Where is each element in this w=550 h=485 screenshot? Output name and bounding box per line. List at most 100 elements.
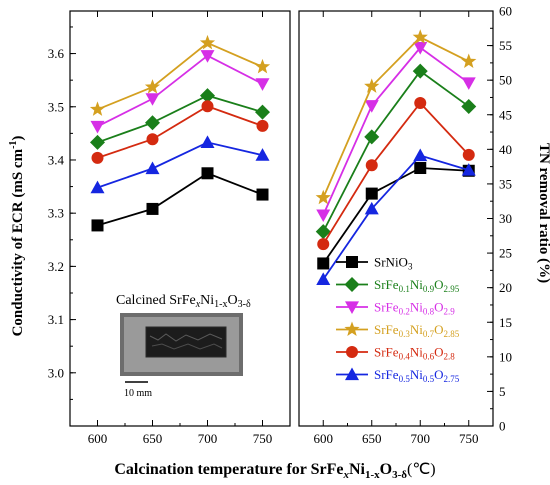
xlabel-sub: 1-x: [365, 469, 380, 481]
panel-1-series-4-point: [317, 238, 330, 251]
legend-label-5-a: SrFe: [374, 367, 399, 382]
xlabel-x: x: [343, 469, 350, 481]
legend-label-4-e: O: [434, 345, 443, 360]
left-ylabel-sup: -1: [8, 141, 19, 149]
panel-0-series-1-point: [145, 115, 160, 131]
panel-0-series-4-point: [256, 119, 269, 132]
panel-1-ytick-label: 60: [499, 4, 512, 19]
panel-0-ytick-label: 3.3: [48, 206, 64, 221]
panel-1-series-3-line: [322, 36, 470, 199]
panel-1-ytick-label: 15: [499, 315, 512, 330]
panel-1-series-0-point: [414, 162, 427, 175]
panel-0-series-5-point: [255, 148, 270, 161]
legend-marker-3: [344, 321, 360, 336]
panel-0-series-2-line: [97, 54, 263, 128]
panel-1-series-3-point: [315, 189, 331, 205]
left-ylabel: Conductivity of ECR (mS cm-1): [8, 136, 26, 337]
panel-0-series-5-line: [97, 141, 263, 189]
right-ylabel: TN removal ratio (%): [536, 143, 550, 283]
legend-label-3-a: SrFe: [374, 322, 399, 337]
panel-0-series-0-line: [97, 172, 263, 227]
panel-1-series-5-line: [322, 154, 470, 280]
legend-label-1-b: 0.1: [399, 284, 410, 294]
legend-label-2-e: O: [434, 300, 443, 315]
panel-0-series-2-point: [90, 120, 105, 134]
panel-1-xtick-label: 750: [459, 431, 479, 446]
panel-0-ytick-label: 3.4: [48, 152, 65, 167]
legend-label-2-b: 0.2: [399, 307, 410, 317]
panel-0-series-3-point: [144, 79, 161, 94]
panel-0-series-3-point: [89, 101, 106, 116]
calcined-annotation: Calcined SrFexNi1-xO3-δ: [116, 293, 251, 310]
panel-0-series-5-point: [90, 180, 105, 194]
panel-0-series-4-point: [146, 133, 159, 146]
panel-1-series-0-point: [317, 257, 330, 270]
panel-1-series-5-point: [364, 201, 379, 215]
sample-photo: [120, 313, 243, 376]
panel-1-series-4-point: [414, 96, 427, 109]
panel-0-series-5-point: [200, 135, 215, 149]
panel-0-series-4-line: [97, 105, 263, 159]
panel-1-frame: [298, 10, 494, 427]
right-panel: 600 650 700 750 0 5 10 15 20 25 30 35 40 45 50 55 60: [298, 4, 512, 446]
panel-1-series-0-line: [322, 167, 469, 264]
panel-0-xtick-label: 600: [88, 431, 108, 446]
panel-1-xtick-label: 700: [411, 431, 431, 446]
legend-label-1-c: Ni: [410, 277, 423, 292]
panel-0-xtick-label: 650: [143, 431, 163, 446]
legend-label-5: SrFe0.5Ni0.5O2.75: [374, 367, 460, 384]
left-ylabel-main: Conductivity of ECR (mS cm: [10, 148, 26, 336]
panel-0-series-1-line: [97, 94, 263, 144]
xlabel-o: O: [380, 461, 392, 478]
panel-1-ytick-label: 55: [499, 38, 512, 53]
annotation-prefix: Calcined SrFe: [116, 293, 196, 308]
panel-1-ytick-label: 35: [499, 176, 512, 191]
legend-label-2: SrFe0.2Ni0.8O2.9: [374, 300, 455, 317]
legend-label-4-a: SrFe: [374, 345, 399, 360]
legend-marker-4: [346, 346, 358, 358]
panel-1-xtick-label: 650: [362, 431, 382, 446]
panel-1-ytick-label: 50: [499, 73, 512, 88]
left-panel: 600 650 700 750 3.0 3.1 3.2 3.3 3.4 3.5 3.6: [48, 10, 291, 446]
legend-label-5-e: O: [434, 367, 443, 382]
panel-1-series-4-point: [365, 159, 378, 172]
legend-label-2-a: SrFe: [374, 300, 399, 315]
scale-bar-label: 10 mm: [124, 388, 152, 399]
xlabel-suffix: (℃): [407, 461, 436, 478]
panel-0-ytick-label: 3.5: [48, 99, 64, 114]
legend-marker-5: [345, 367, 359, 381]
panel-1-series-4-point: [462, 148, 475, 161]
panel-1-ytick-label: 20: [499, 280, 512, 295]
panel-1-series-2-line: [322, 46, 470, 216]
panel-0-ytick-label: 3.0: [48, 365, 64, 380]
left-ylabel-close: ): [10, 136, 26, 141]
panel-1-series-1-point: [315, 224, 331, 240]
right-ylabel-text: TN removal ratio (%): [536, 143, 550, 283]
legend-label-1-d: 0.9: [423, 284, 435, 294]
legend-label-2-d: 0.8: [423, 307, 435, 317]
panel-1-ytick-label: 40: [499, 142, 512, 157]
x-axis-label: Calcination temperature for SrFexNi1-xO3…: [114, 461, 435, 481]
legend-label-3-d: 0.7: [423, 329, 435, 339]
legend-label-0-b: 3: [408, 262, 413, 272]
panel-0-ytick-label: 3.2: [48, 259, 64, 274]
panel-0-series-3-point: [254, 58, 271, 74]
xlabel-ni: Ni: [349, 461, 366, 478]
panel-0-series-2-point: [200, 50, 215, 63]
legend-label-2-c: Ni: [410, 300, 423, 315]
legend-label-5-d: 0.5: [423, 374, 435, 384]
legend-label-3-f: 2.85: [443, 329, 459, 339]
legend-marker-0: [346, 256, 358, 268]
legend-label-4-f: 2.8: [443, 352, 455, 362]
panel-0-series-0-point: [201, 167, 214, 180]
legend-label-1: SrFe0.1Ni0.9O2.95: [374, 277, 460, 294]
legend-label-1-e: O: [434, 277, 443, 292]
panel-1-series-5-point: [413, 148, 428, 162]
panel-1-series-4-line: [322, 101, 470, 245]
panel-1-series-1-point: [364, 129, 380, 145]
annotation-ni: Ni: [200, 293, 214, 308]
legend-marker-2: [345, 301, 359, 314]
panel-1-series-3-point: [412, 29, 428, 44]
legend: SrNiO3SrFe0.1Ni0.9O2.95SrFe0.2Ni0.8O2.9S…: [336, 255, 460, 384]
